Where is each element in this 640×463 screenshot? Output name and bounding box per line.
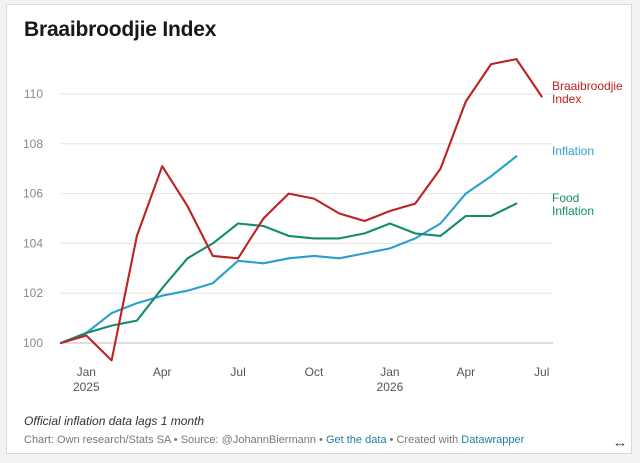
- datawrapper-link[interactable]: Datawrapper: [461, 434, 525, 446]
- series-line-food: [59, 202, 518, 345]
- chart-card: Braaibroodjie Index 100 102 104 106 108 110 J…: [6, 4, 632, 454]
- x-tick-label: Jan: [77, 365, 96, 379]
- y-tick-label: 110: [24, 87, 43, 101]
- footer-created-with: • Created with: [386, 434, 462, 446]
- y-tick-label: 106: [23, 187, 43, 201]
- series-label-braai: Braaibroodjie: [552, 79, 623, 93]
- x-tick-label: Oct: [305, 365, 324, 379]
- x-tick-label: Jul: [230, 365, 245, 379]
- x-tick-label: Jul: [534, 365, 549, 379]
- expand-icon[interactable]: ↔: [612, 434, 628, 451]
- series-line-inflation: [59, 155, 518, 345]
- grid-lines: [61, 93, 553, 344]
- series-label-food: Food: [552, 191, 579, 205]
- series-lines: [59, 58, 543, 362]
- y-tick-label: 104: [23, 236, 43, 250]
- series-line-braai: [59, 58, 543, 362]
- y-tick-label: 108: [23, 137, 43, 151]
- get-data-link[interactable]: Get the data: [325, 434, 387, 446]
- series-label-inflation: Inflation: [552, 144, 594, 158]
- chart-title: Braaibroodjie Index: [24, 18, 217, 41]
- y-axis-ticks: 100 102 104 106 108 110: [23, 87, 43, 350]
- series-label-food: Inflation: [552, 204, 594, 218]
- y-tick-label: 100: [23, 336, 43, 350]
- x-tick-year: 2026: [377, 380, 404, 394]
- x-tick-label: Apr: [456, 365, 475, 379]
- series-label-braai: Index: [552, 92, 581, 106]
- footer-credit: Chart: Own research/Stats SA • Source: @…: [24, 434, 326, 446]
- footnote: Official inflation data lags 1 month: [24, 414, 205, 428]
- x-tick-label: Apr: [153, 365, 172, 379]
- x-tick-label: Jan: [380, 365, 399, 379]
- x-tick-year: 2025: [73, 380, 100, 394]
- chart-footer: Chart: Own research/Stats SA • Source: @…: [24, 434, 524, 446]
- y-tick-label: 102: [23, 286, 43, 300]
